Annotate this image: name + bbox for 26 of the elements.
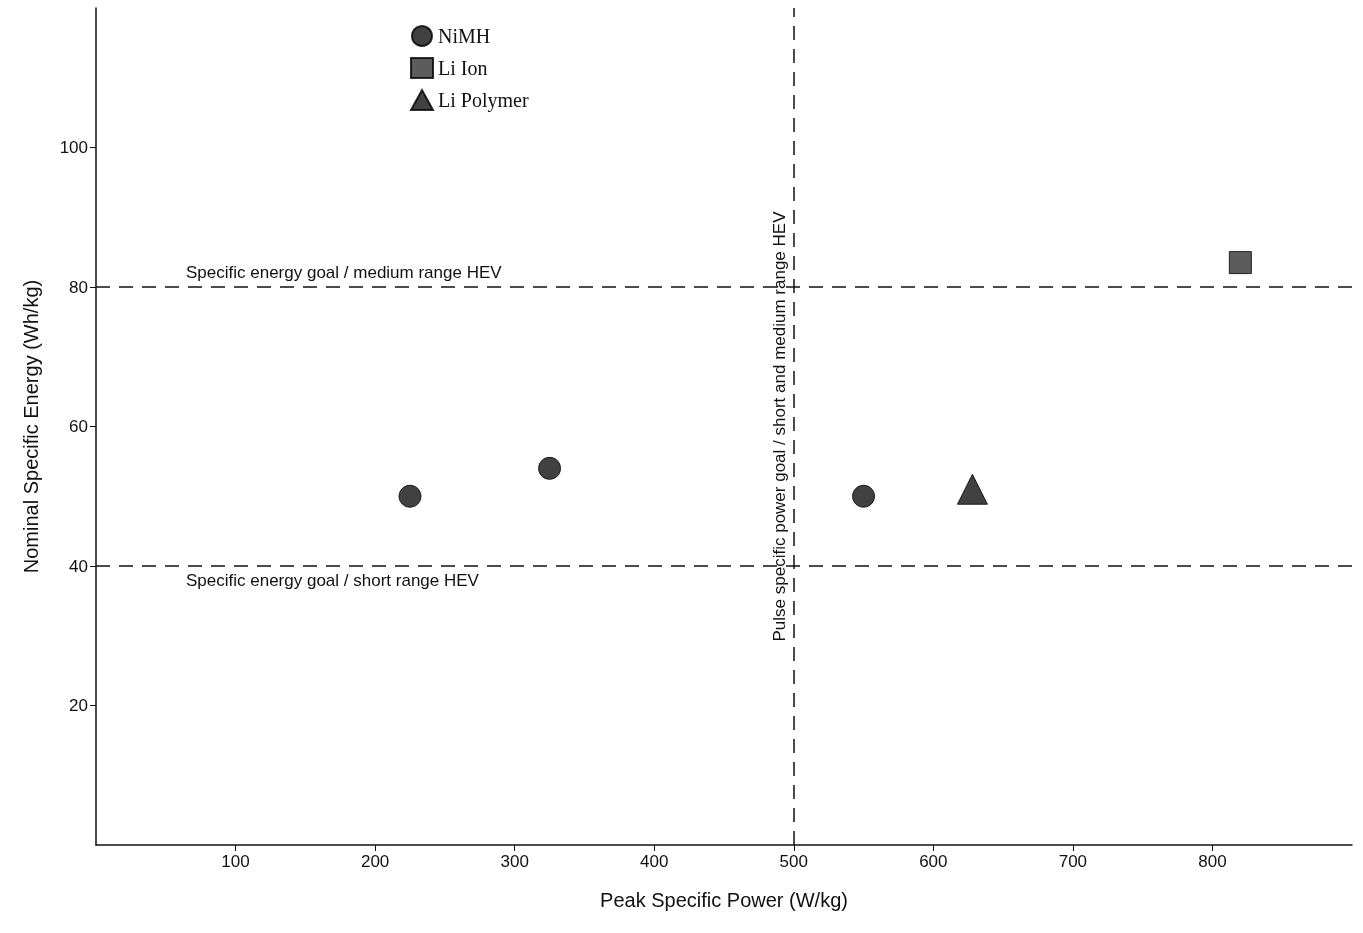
y-axis-title: Nominal Specific Energy (Wh/kg) — [20, 279, 42, 574]
legend-label: Li Ion — [438, 57, 488, 79]
y-tick-label: 60 — [69, 417, 88, 436]
point — [1228, 251, 1252, 275]
x-tick-label: 800 — [1198, 852, 1227, 871]
y-tick-label: 20 — [69, 696, 88, 715]
ref-line-label: Pulse specific power goal / short and medium range HEV — [769, 210, 789, 642]
x-tick-label: 600 — [919, 852, 948, 871]
x-tick-label: 200 — [360, 852, 390, 871]
point — [398, 484, 422, 508]
x-tick-label: 700 — [1058, 852, 1088, 871]
legend-label: Li Polymer — [438, 89, 529, 112]
x-tick-label: 400 — [640, 852, 669, 871]
x-axis-title: Peak Specific Power (W/kg) — [600, 889, 848, 911]
ref-line-label: Specific energy goal / short range HEV — [186, 571, 480, 590]
y-tick-label: 80 — [69, 277, 88, 297]
x-tick-label: 100 — [221, 852, 250, 871]
y-tick-label: 40 — [69, 556, 88, 576]
x-tick-label: 500 — [779, 852, 808, 871]
y-tick-label: 100 — [59, 138, 88, 157]
x-tick-label: 300 — [500, 852, 529, 871]
point — [538, 456, 562, 480]
point — [956, 473, 988, 505]
point — [852, 484, 876, 508]
ref-line-label: Specific energy goal / medium range HEV — [186, 263, 503, 282]
legend-label: NiMH — [438, 25, 491, 47]
